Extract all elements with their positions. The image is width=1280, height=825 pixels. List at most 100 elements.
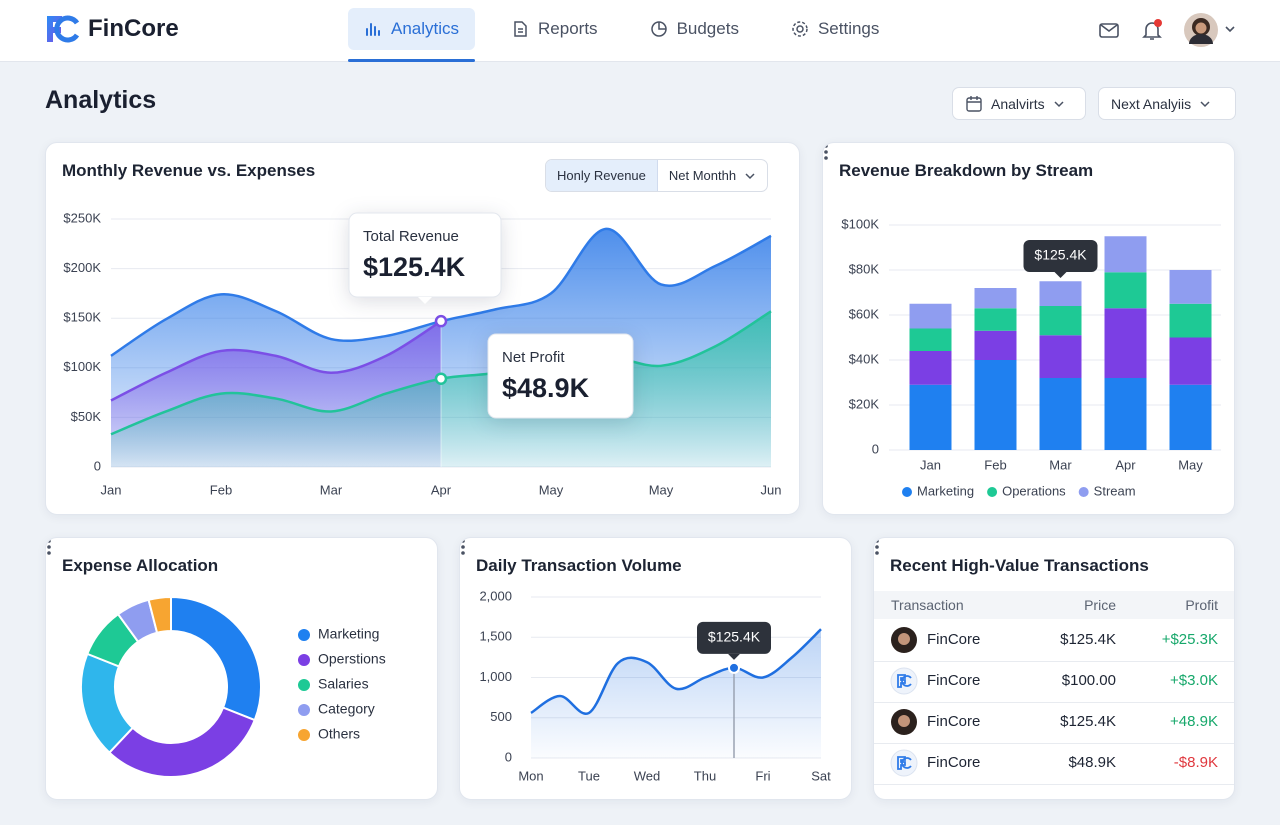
tooltip-box bbox=[1023, 240, 1098, 272]
logo bbox=[47, 15, 80, 43]
filter-dropdown[interactable]: Next Analyiis bbox=[1098, 87, 1236, 120]
bell-icon[interactable] bbox=[1140, 18, 1164, 42]
more-menu[interactable] bbox=[460, 538, 466, 556]
legend-swatch bbox=[298, 704, 310, 716]
transaction-name: FinCore bbox=[927, 754, 981, 771]
tooltip-box bbox=[487, 333, 634, 419]
card-title: Revenue Breakdown by Stream bbox=[839, 161, 1094, 180]
nav-reports[interactable]: Reports bbox=[495, 8, 614, 50]
y-tick-label: 0 bbox=[505, 749, 512, 764]
nav-label: Reports bbox=[538, 19, 598, 38]
card-title: Monthly Revenue vs. Expenses bbox=[62, 161, 316, 180]
y-tick-label: $50K bbox=[71, 409, 102, 424]
toggle-option[interactable]: Honly Revenue bbox=[546, 160, 658, 191]
bar-segment bbox=[974, 360, 1017, 450]
y-tick-label: $60K bbox=[849, 306, 880, 321]
tooltip-box bbox=[697, 621, 771, 654]
x-tick-label: May bbox=[649, 482, 674, 497]
x-tick-label: Jan bbox=[920, 457, 941, 472]
table-row: FinCore $100.00 +$3.0K bbox=[874, 661, 1234, 703]
y-tick-label: 0 bbox=[94, 458, 101, 473]
nav-analytics[interactable]: Analytics bbox=[348, 8, 476, 62]
toggle-option[interactable]: Net Monthh bbox=[658, 160, 767, 191]
nav-label: Budgets bbox=[676, 19, 739, 38]
filter-dropdown[interactable]: Analvirts bbox=[952, 87, 1086, 120]
brand-name: FinCore bbox=[88, 15, 179, 42]
series-line bbox=[530, 628, 822, 715]
x-tick-label: Feb bbox=[210, 482, 232, 497]
calendar-icon bbox=[966, 95, 982, 112]
x-tick-label: Wed bbox=[634, 768, 661, 783]
tooltip-value: $48.9K bbox=[502, 373, 590, 403]
card-title: Daily Transaction Volume bbox=[476, 556, 682, 575]
transaction-profit: -$8.9K bbox=[1173, 754, 1218, 771]
donut-slice bbox=[107, 706, 256, 778]
series-line bbox=[110, 227, 772, 357]
table-header: Transaction Price Profit bbox=[874, 591, 1234, 619]
transaction-name: FinCore bbox=[927, 631, 981, 648]
y-tick-label: $20K bbox=[849, 396, 880, 411]
mail-icon[interactable] bbox=[1098, 19, 1120, 41]
tooltip-text: $125.4K bbox=[708, 629, 761, 645]
legend-label: Salaries bbox=[318, 676, 369, 692]
avatar bbox=[891, 627, 917, 653]
bar-segment bbox=[1169, 384, 1212, 450]
filter-label: Analvirts bbox=[991, 95, 1045, 112]
settings-icon bbox=[792, 21, 808, 37]
transaction-name: FinCore bbox=[927, 672, 981, 689]
x-tick-label: Apr bbox=[1115, 457, 1136, 472]
card-title: Recent High-Value Transactions bbox=[890, 556, 1149, 575]
volume-card: 0 500 1,000 1,500 2,000 Mon Tue Wed Thu Fri Sat $12… bbox=[459, 537, 852, 800]
chevron bbox=[745, 172, 755, 179]
bar-segment bbox=[1104, 272, 1147, 309]
y-tick-label: 500 bbox=[490, 709, 512, 724]
bar-chart: 0 $20K $40K $60K $80K $100K Jan Feb Mar Apr May Mar… bbox=[841, 216, 1221, 498]
focus-point bbox=[434, 314, 448, 328]
legend-label: Marketing bbox=[318, 626, 379, 642]
table-row: FinCore $48.9K -$8.9K bbox=[874, 743, 1234, 785]
area-chart: 0 $50K $100K $150K $200K $250K Jan Feb Mar Apr May… bbox=[63, 210, 781, 497]
legend-label: Operstions bbox=[318, 651, 386, 667]
avatar-logo bbox=[897, 756, 912, 770]
x-tick-label: May bbox=[1178, 457, 1203, 472]
x-tick-label: Mar bbox=[1049, 457, 1072, 472]
bar-segment bbox=[1169, 270, 1212, 304]
line-chart: 0 500 1,000 1,500 2,000 Mon Tue Wed Thu Fri Sat $12… bbox=[479, 588, 831, 783]
more-menu[interactable] bbox=[874, 538, 880, 556]
nav-settings[interactable]: Settings bbox=[775, 8, 895, 50]
nav-budgets[interactable]: Budgets bbox=[634, 8, 755, 50]
avatar bbox=[891, 709, 917, 735]
main-nav: Analytics Reports Budgets Settings bbox=[348, 8, 895, 62]
x-tick-label: Jan bbox=[101, 482, 122, 497]
bar-segment bbox=[1039, 281, 1082, 306]
chevron bbox=[1054, 100, 1064, 107]
y-tick-label: $40K bbox=[849, 351, 880, 366]
legend-label: Stream bbox=[1094, 483, 1136, 498]
revenue-card: 0 $50K $100K $150K $200K $250K Jan Feb Mar Apr May… bbox=[45, 142, 800, 515]
focus-point bbox=[728, 661, 740, 674]
top-bar: FinCore Analytics Reports Budgets Settin… bbox=[0, 0, 1280, 62]
bar-segment bbox=[1104, 378, 1147, 450]
tooltip-value: $125.4K bbox=[363, 252, 466, 282]
user-menu[interactable] bbox=[1184, 12, 1236, 48]
nav-label: Analytics bbox=[391, 19, 460, 38]
donut-slice bbox=[170, 595, 262, 722]
more-menu[interactable] bbox=[46, 538, 52, 556]
y-tick-label: $150K bbox=[63, 310, 101, 325]
y-tick-label: 1,500 bbox=[479, 629, 512, 644]
transaction-profit: +$3.0K bbox=[1170, 672, 1218, 689]
x-tick-label: May bbox=[539, 482, 564, 497]
bar-segment bbox=[909, 303, 952, 329]
breakdown-card: 0 $20K $40K $60K $80K $100K Jan Feb Mar Apr May Mar… bbox=[822, 142, 1235, 515]
y-tick-label: $250K bbox=[63, 210, 101, 225]
legend-swatch bbox=[298, 629, 310, 641]
table-row: FinCore $125.4K +$25.3K bbox=[874, 620, 1234, 662]
bar-segment bbox=[1039, 335, 1082, 378]
bar-segment bbox=[909, 384, 952, 450]
brand[interactable]: FinCore bbox=[44, 13, 179, 45]
avatar bbox=[890, 667, 918, 695]
bar-segment bbox=[909, 351, 952, 385]
more-menu[interactable] bbox=[823, 143, 829, 161]
table-row: FinCore $125.4K +48.9K bbox=[874, 702, 1234, 744]
